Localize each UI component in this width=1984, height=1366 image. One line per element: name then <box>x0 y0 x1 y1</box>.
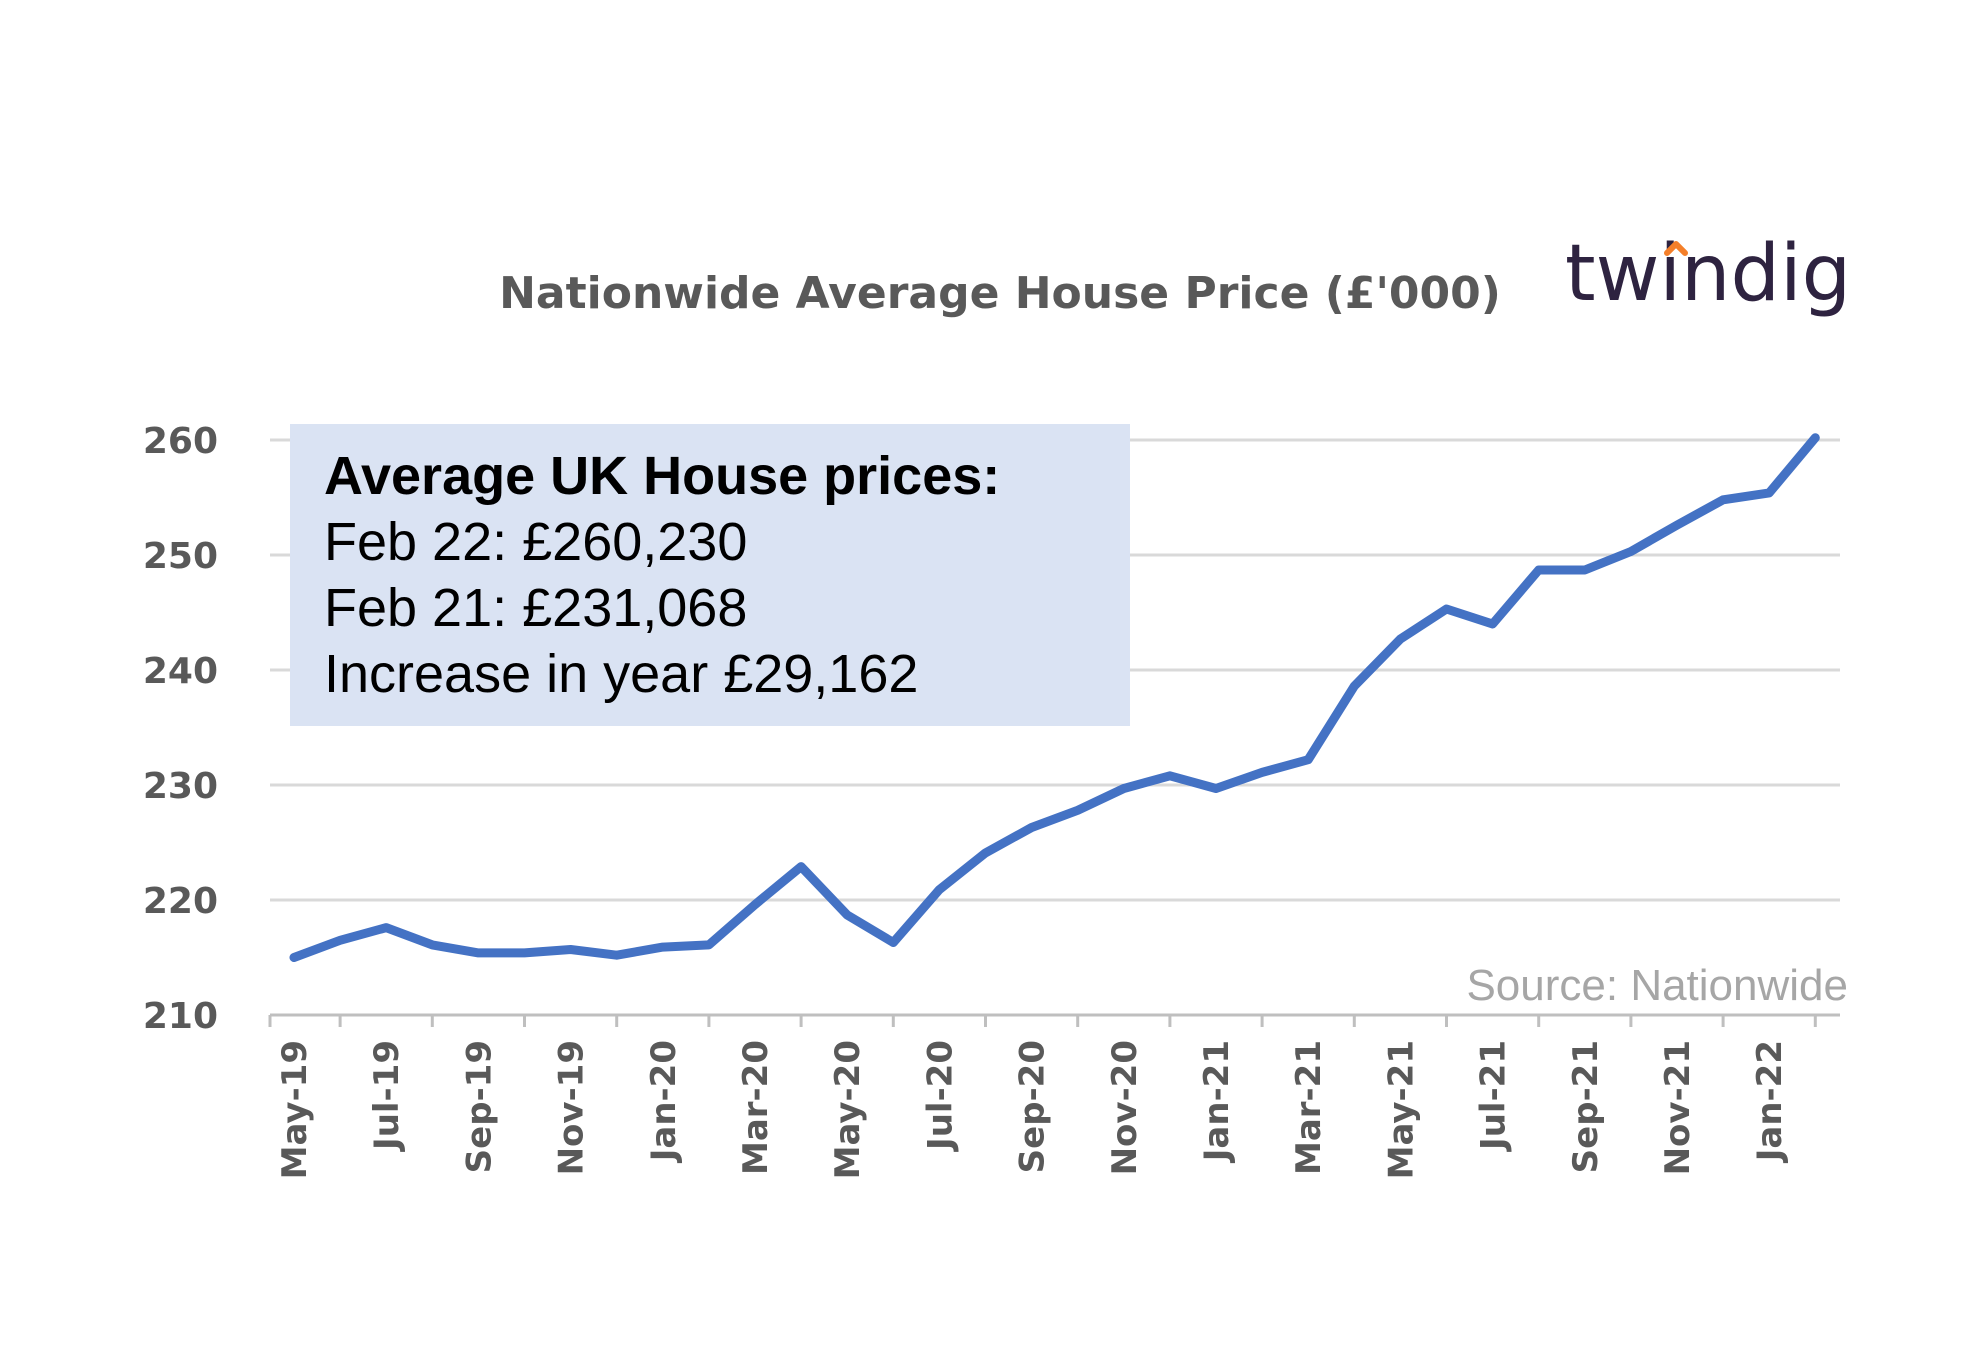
info-box-heading: Average UK House prices: <box>324 446 1000 506</box>
x-tick-label: Nov-21 <box>1658 1040 1698 1175</box>
y-tick-label: 230 <box>143 766 218 807</box>
x-tick-label: Jul-19 <box>367 1040 407 1152</box>
x-tick-label: Jul-20 <box>920 1040 960 1152</box>
x-tick-label: Nov-20 <box>1105 1040 1145 1175</box>
y-tick-label: 250 <box>143 536 218 577</box>
info-box: Average UK House prices: Feb 22: £260,23… <box>290 424 1130 726</box>
chart-title: Nationwide Average House Price (£'000) <box>499 268 1501 319</box>
x-tick-label: Sep-20 <box>1013 1040 1053 1173</box>
series-line-house-price <box>289 433 1820 962</box>
info-line-feb21: Feb 21: £231,068 <box>324 578 747 638</box>
x-tick-label: May-20 <box>828 1040 868 1179</box>
x-tick-label: Nov-19 <box>552 1040 592 1175</box>
x-tick-label: Jan-20 <box>644 1040 684 1163</box>
y-tick-label: 210 <box>143 996 218 1037</box>
x-tick-label: May-19 <box>275 1040 315 1179</box>
x-tick-label: Sep-21 <box>1566 1040 1606 1173</box>
x-tick-label: Sep-19 <box>459 1040 499 1173</box>
x-tick-label: Jan-21 <box>1197 1040 1237 1163</box>
source-note: Source: Nationwide <box>1466 961 1848 1010</box>
logo-text: twindig <box>1565 229 1851 319</box>
x-tick-label: Mar-20 <box>736 1040 776 1175</box>
x-tick-label: Mar-21 <box>1289 1040 1329 1175</box>
y-axis-tick-labels: 210 220 230 240 250 260 <box>143 421 218 1037</box>
x-tick-label: May-21 <box>1381 1040 1421 1179</box>
x-tick-label: Jan-22 <box>1750 1040 1790 1163</box>
x-axis-ticks <box>268 1015 1817 1027</box>
y-tick-label: 220 <box>143 881 218 922</box>
x-axis-tick-labels: May-19 Jul-19 Sep-19 Nov-19 Jan-20 Mar-20 May-… <box>275 1040 1790 1179</box>
y-tick-label: 260 <box>143 421 218 462</box>
info-line-increase: Increase in year £29,162 <box>324 644 918 704</box>
info-box-background <box>290 424 1130 726</box>
x-tick-label: Jul-21 <box>1474 1040 1514 1152</box>
info-line-feb22: Feb 22: £260,230 <box>324 512 747 572</box>
logo-accent-icon <box>1664 241 1688 256</box>
y-tick-label: 240 <box>143 651 218 692</box>
twindig-logo: twindig <box>1565 229 1851 319</box>
